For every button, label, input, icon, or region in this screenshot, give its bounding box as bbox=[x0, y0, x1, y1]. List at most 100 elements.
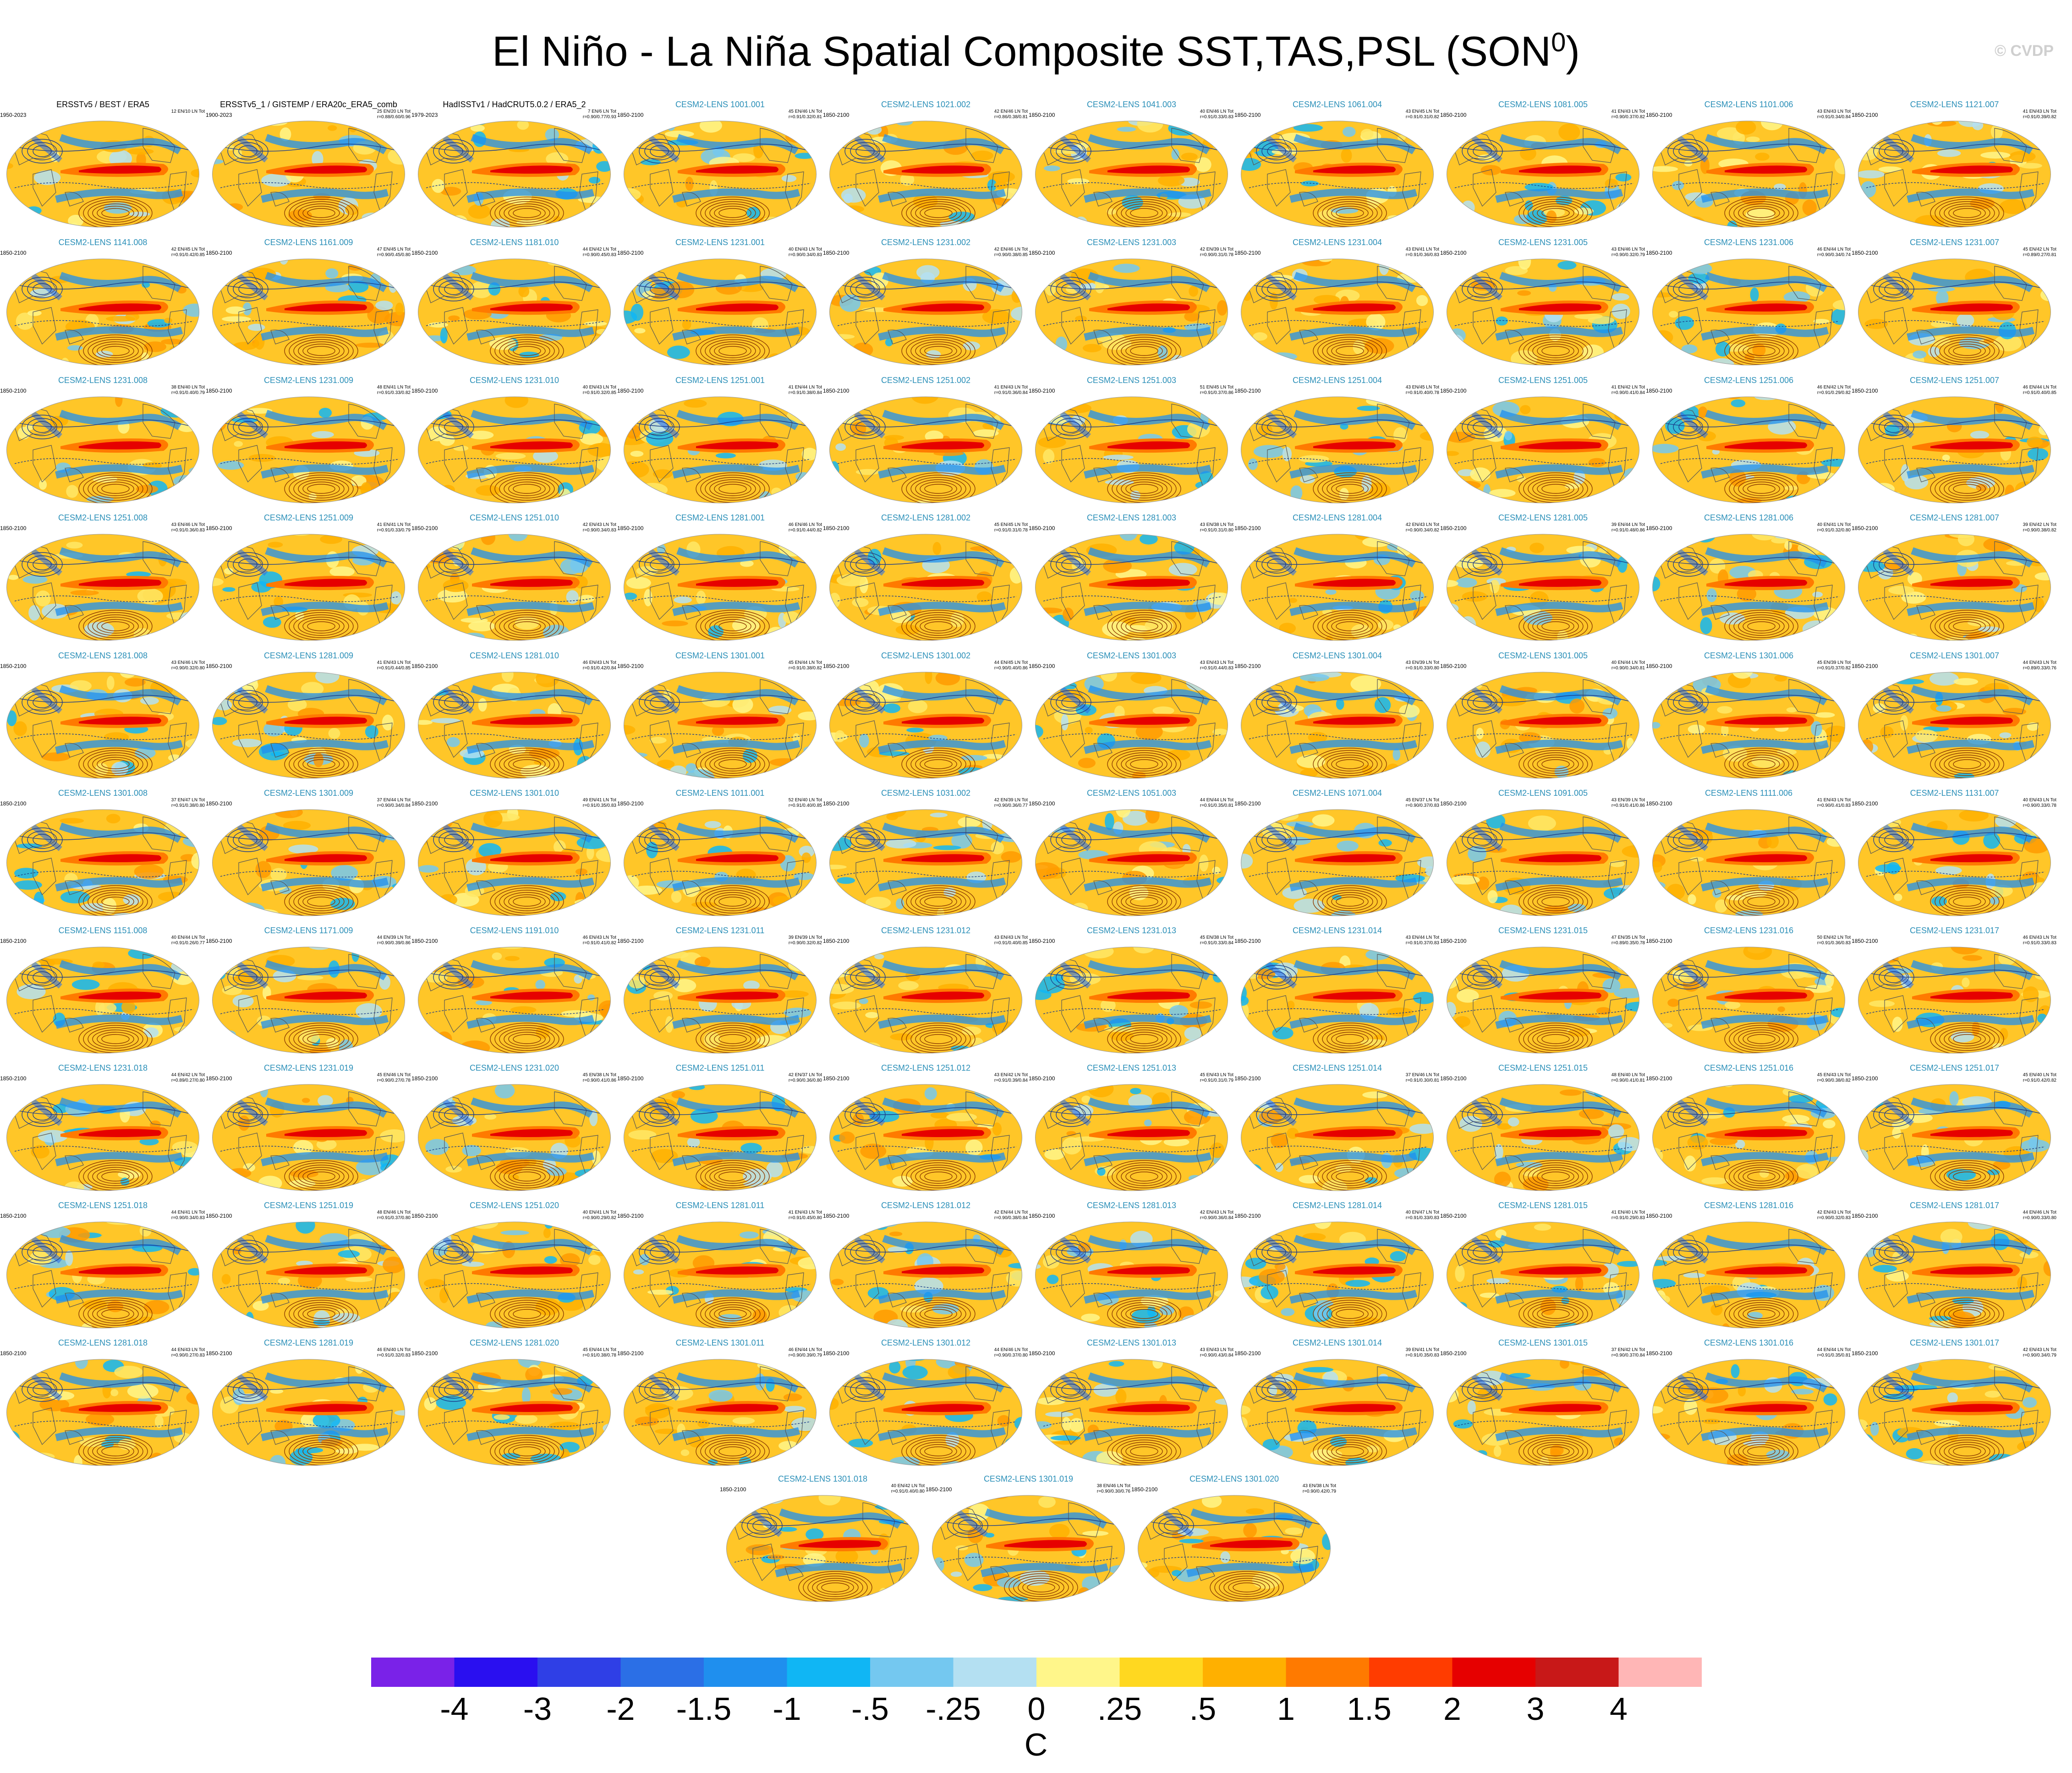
psl-contour bbox=[1953, 1034, 1981, 1044]
sst-field bbox=[1652, 672, 1845, 778]
sst-field bbox=[212, 810, 405, 916]
colorbar-tick-label: -1.5 bbox=[676, 1691, 732, 1727]
map-outline bbox=[418, 1221, 611, 1329]
psl-contour bbox=[1866, 1244, 2045, 1253]
coastline bbox=[760, 1229, 793, 1264]
psl-contour bbox=[1130, 1171, 1158, 1182]
coastline bbox=[143, 404, 175, 439]
coastline bbox=[554, 816, 587, 852]
sst-field bbox=[1447, 810, 1639, 916]
coastline bbox=[579, 309, 598, 352]
panel-event-count: 42 EN/43 LN Tot bbox=[1817, 1210, 1851, 1215]
psl-contour bbox=[837, 419, 1017, 427]
coastline bbox=[650, 307, 674, 345]
psl-contour bbox=[293, 1302, 349, 1326]
panel-map bbox=[6, 1359, 199, 1466]
coastline bbox=[348, 128, 381, 163]
panel-event-count: 51 EN/45 LN Tot bbox=[1200, 385, 1233, 390]
psl-contour bbox=[508, 757, 546, 772]
psl-contour bbox=[714, 344, 751, 358]
psl-contour bbox=[101, 346, 130, 356]
panel-period: 1850-2100 bbox=[1029, 525, 1055, 531]
panel-title: CESM2-LENS 1281.005 bbox=[1498, 513, 1588, 522]
panel-pattern-correlation: r=0.91/0.37/0.86 bbox=[1200, 390, 1233, 395]
panel-pattern-correlation: r=0.91/0.33/0.83 bbox=[2023, 941, 2056, 946]
psl-contour bbox=[1043, 1107, 1222, 1115]
psl-contour bbox=[426, 1382, 605, 1390]
panel-map bbox=[624, 534, 817, 641]
coastline bbox=[1473, 1133, 1496, 1171]
psl-contour bbox=[705, 752, 761, 776]
coastline bbox=[1710, 1018, 1730, 1033]
psl-contour bbox=[1130, 208, 1158, 218]
psl-contour bbox=[92, 1442, 139, 1461]
map-outline bbox=[624, 947, 817, 1054]
psl-contour bbox=[88, 614, 143, 638]
coastline bbox=[373, 1135, 393, 1177]
sst-field bbox=[418, 397, 611, 503]
panel-pattern-correlation: r=0.91/0.40/0.80 bbox=[891, 1489, 925, 1494]
coastline bbox=[270, 880, 290, 895]
map-outline bbox=[624, 672, 817, 779]
psl-contour bbox=[1336, 346, 1364, 356]
composite-panel: CESM2-LENS 1251.004 1850-2100 43 EN/45 LN … bbox=[1234, 371, 1440, 509]
psl-contour bbox=[1313, 748, 1387, 778]
composite-panel: CESM2-LENS 1251.014 1850-2100 37 EN/46 LN … bbox=[1234, 1059, 1440, 1196]
coastline bbox=[855, 1407, 879, 1445]
psl-contour bbox=[1743, 344, 1780, 358]
psl-contour bbox=[1327, 479, 1373, 498]
coastline bbox=[1814, 1410, 1833, 1452]
panel-period: 1850-2100 bbox=[1029, 388, 1055, 394]
panel-title: CESM2-LENS 1181.010 bbox=[470, 238, 559, 247]
panel-period: 1850-2100 bbox=[411, 388, 438, 394]
coastline bbox=[855, 1270, 879, 1308]
composite-panel: CESM2-LENS 1251.011 1850-2100 42 EN/37 LN … bbox=[617, 1059, 823, 1196]
psl-contour bbox=[1733, 477, 1789, 501]
panel-period: 1850-2100 bbox=[617, 112, 644, 118]
panel-event-count: 45 EN/38 LN Tot bbox=[582, 1073, 616, 1078]
psl-contour bbox=[1107, 1297, 1181, 1328]
coastline bbox=[1505, 605, 1524, 620]
panel-event-count: 46 EN/44 LN Tot bbox=[1817, 247, 1851, 252]
composite-panel: CESM2-LENS 1231.003 1850-2100 42 EN/39 LN … bbox=[1029, 233, 1234, 371]
coastline bbox=[1171, 954, 1204, 989]
coastline bbox=[1505, 880, 1524, 895]
panel-pattern-correlation: r=0.90/0.41/0.86 bbox=[582, 1078, 616, 1083]
psl-contour bbox=[718, 621, 747, 631]
sst-field bbox=[1035, 534, 1228, 640]
coastline bbox=[143, 679, 175, 714]
psl-contour bbox=[714, 1032, 751, 1046]
composite-panel: CESM2-LENS 1231.016 1850-2100 50 EN/42 LN … bbox=[1646, 921, 1852, 1059]
psl-contour bbox=[1116, 614, 1172, 638]
coastline bbox=[373, 1410, 393, 1452]
panel-pattern-correlation: r=0.91/0.36/0.83 bbox=[1405, 252, 1439, 257]
map-outline bbox=[829, 120, 1022, 228]
coastline bbox=[554, 128, 587, 163]
panel-map bbox=[1652, 258, 1845, 366]
map-outline bbox=[1447, 258, 1639, 366]
psl-contour bbox=[1939, 890, 1995, 914]
panel-period: 1850-2100 bbox=[1440, 1350, 1467, 1357]
panel-event-count: 46 EN/43 LN Tot bbox=[2023, 935, 2056, 940]
panel-map bbox=[726, 1495, 919, 1602]
psl-contour bbox=[1327, 755, 1373, 774]
psl-contour bbox=[490, 1023, 564, 1053]
panel-pattern-correlation: r=0.91/0.33/0.79 bbox=[377, 528, 411, 533]
coastline bbox=[1299, 329, 1318, 345]
coastline bbox=[579, 1135, 598, 1177]
composite-panel: CESM2-LENS 1161.009 1850-2100 47 EN/45 LN … bbox=[206, 233, 411, 371]
psl-contour bbox=[718, 208, 747, 218]
psl-contour bbox=[837, 557, 1017, 565]
psl-contour bbox=[1724, 885, 1798, 916]
psl-contour bbox=[940, 1518, 1119, 1526]
coastline bbox=[785, 860, 804, 903]
coastline bbox=[1916, 605, 1935, 620]
psl-contour bbox=[631, 1382, 811, 1390]
coastline bbox=[33, 307, 56, 345]
psl-contour bbox=[1125, 1169, 1163, 1184]
map-outline bbox=[212, 947, 405, 1054]
panel-title: CESM2-LENS 1251.015 bbox=[1498, 1063, 1588, 1073]
composite-panel: CESM2-LENS 1281.002 1850-2100 45 EN/45 LN … bbox=[823, 509, 1029, 646]
psl-contour bbox=[1125, 1032, 1163, 1046]
psl-contour bbox=[298, 1304, 345, 1324]
